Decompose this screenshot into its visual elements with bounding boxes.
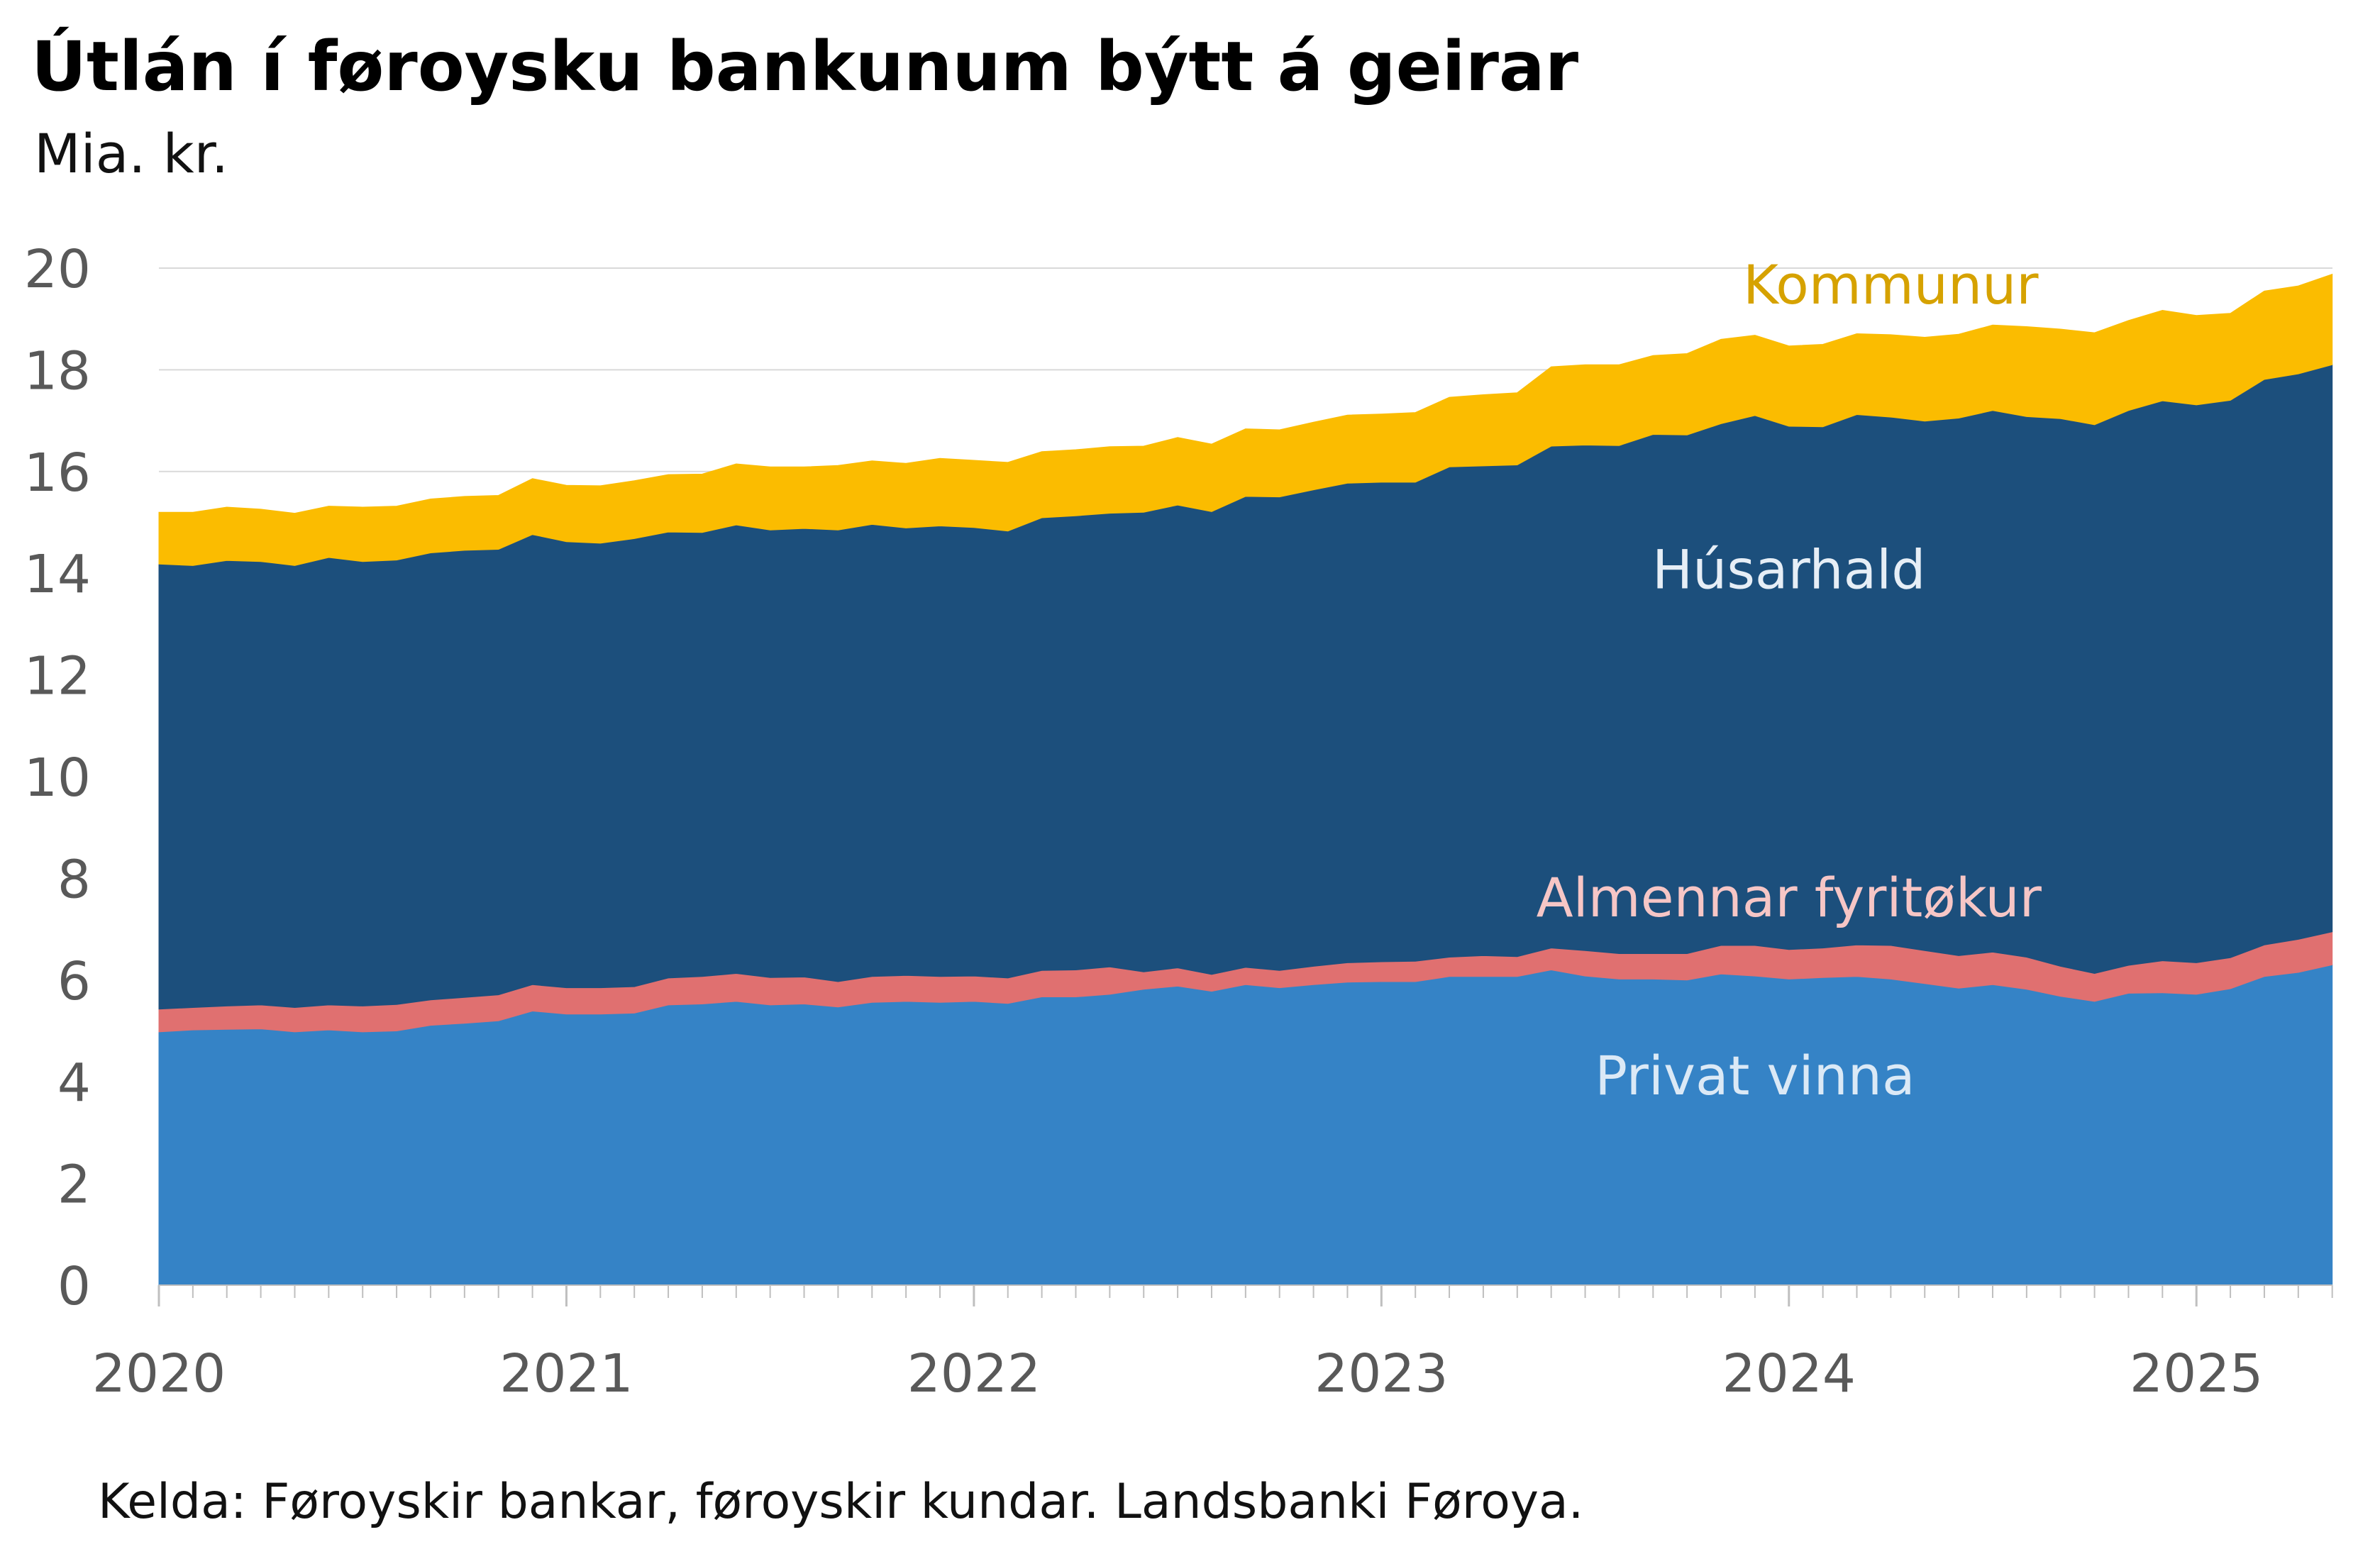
- series-label-privat-vinna: Privat vinna: [1595, 1044, 1915, 1107]
- y-axis: 0 2 4 6 8 10 12 14 16 18 20: [24, 239, 91, 1317]
- area-kommunur: [158, 273, 2333, 566]
- series-label-almennar-fyrit-kur: Almennar fyritøkur: [1537, 866, 2042, 929]
- y-tick-label: 0: [57, 1256, 91, 1317]
- x-axis: 2020 2021 2022 2023 2024 2025: [92, 1284, 2333, 1404]
- y-tick-label: 4: [57, 1053, 91, 1114]
- x-tick-label: 2022: [907, 1343, 1041, 1404]
- y-tick-label: 10: [24, 748, 91, 809]
- y-tick-label: 14: [24, 544, 91, 605]
- x-tick-label: 2021: [499, 1343, 633, 1404]
- x-tick-label: 2025: [2130, 1343, 2263, 1404]
- x-tick-label: 2023: [1314, 1343, 1448, 1404]
- chart-subtitle: Mia. kr.: [34, 122, 229, 185]
- chart-source: Kelda: Føroyskir bankar, føroyskir kunda…: [98, 1474, 1584, 1530]
- x-tick-label: 2024: [1722, 1343, 1856, 1404]
- series-areas: [158, 273, 2333, 1286]
- series-labels: Privat vinna Almennar fyritøkur Húsarhald K…: [1537, 253, 2042, 1107]
- series-label-kommunur: Kommunur: [1743, 253, 2039, 316]
- y-tick-label: 12: [24, 646, 91, 707]
- stacked-area-chart: 2020 2021 2022 2023 2024 2025 0 2 4 6 8 10 12 14 16 18…: [24, 239, 2333, 1404]
- series-label-h-sarhald: Húsarhald: [1652, 538, 1926, 601]
- y-tick-label: 18: [24, 340, 91, 401]
- y-tick-label: 2: [57, 1155, 91, 1216]
- y-tick-label: 8: [57, 849, 91, 910]
- y-tick-label: 20: [24, 239, 91, 300]
- chart-title: Útlán í føroysku bankunum býtt á geirar: [31, 27, 1579, 106]
- x-tick-label: 2020: [92, 1343, 226, 1404]
- y-tick-label: 6: [57, 951, 91, 1012]
- y-tick-label: 16: [24, 443, 91, 504]
